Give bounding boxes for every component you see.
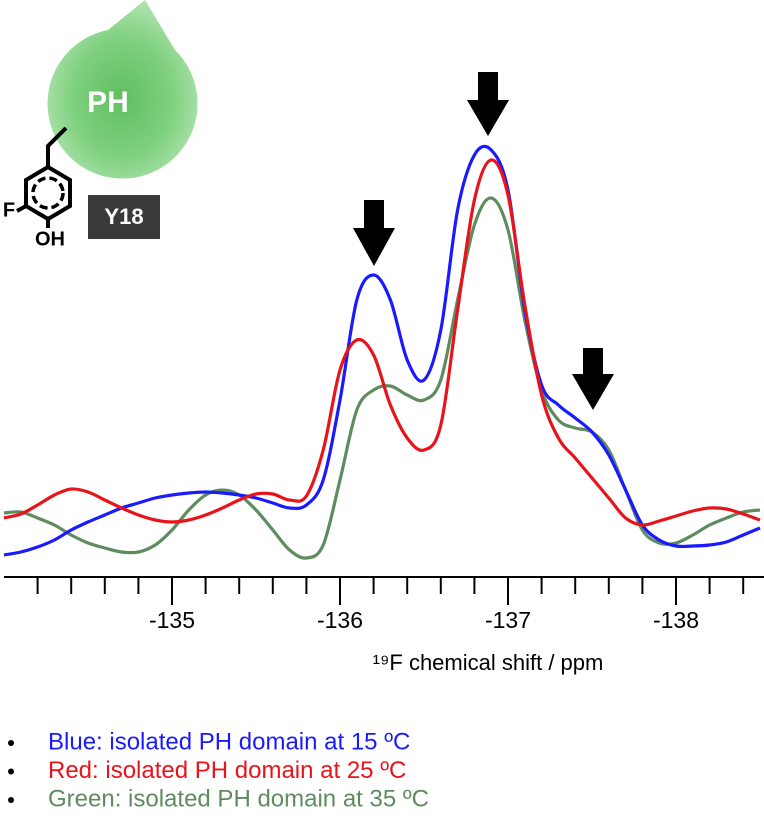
arrows bbox=[353, 72, 614, 410]
x-tick-label: -135 bbox=[149, 607, 195, 633]
arrow bbox=[572, 348, 614, 410]
legend-bullet bbox=[8, 768, 14, 775]
x-axis-label: ¹⁹F chemical shift / ppm bbox=[373, 650, 604, 675]
spectrum-line bbox=[3, 144, 761, 557]
bond bbox=[46, 126, 68, 167]
molecule bbox=[16, 126, 72, 228]
spectrum-line bbox=[3, 158, 761, 527]
legend-entry: Green: isolated PH domain at 35 ºC bbox=[48, 785, 429, 812]
hydroxyl-label: OH bbox=[35, 228, 65, 250]
legend-bullet bbox=[8, 740, 14, 746]
aromatic-circle bbox=[31, 176, 65, 210]
x-tick-label: -138 bbox=[653, 607, 699, 633]
legend-entry: Red: isolated PH domain at 25 ºC bbox=[48, 757, 406, 784]
legend-bullet bbox=[8, 797, 14, 803]
arrow bbox=[467, 72, 509, 136]
fluorine-label: F bbox=[3, 199, 15, 221]
residue-box bbox=[88, 195, 160, 239]
arrow bbox=[353, 200, 395, 266]
bond bbox=[16, 204, 27, 213]
legend-entry: Blue: isolated PH domain at 15 ºC bbox=[48, 728, 410, 755]
domain-label: PH bbox=[87, 86, 129, 119]
x-tick-label: -137 bbox=[485, 607, 531, 633]
droplet bbox=[47, 0, 198, 179]
residue-label: Y18 bbox=[104, 204, 143, 229]
x-tick-label: -136 bbox=[317, 607, 363, 633]
ph-icon: PH Y18 bbox=[47, 0, 198, 239]
